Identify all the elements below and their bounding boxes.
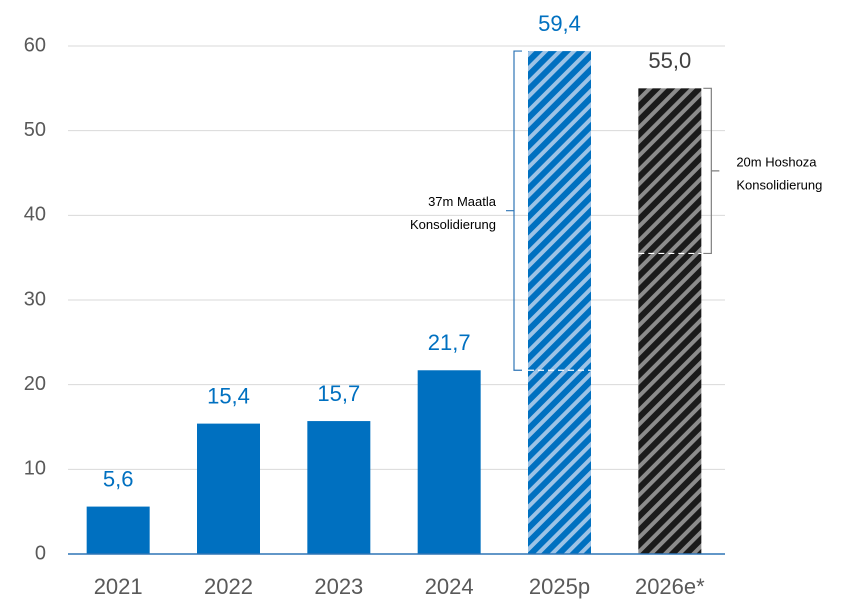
x-tick-label: 2026e* (635, 574, 705, 599)
value-label: 15,4 (207, 383, 250, 408)
bracket (703, 87, 720, 255)
x-tick-label: 2021 (94, 574, 143, 599)
x-tick-label: 2024 (425, 574, 474, 599)
value-label: 5,6 (103, 466, 134, 491)
bar (307, 421, 371, 554)
bar (417, 370, 481, 554)
y-tick-label: 30 (24, 288, 46, 310)
x-tick-label: 2023 (314, 574, 363, 599)
y-tick-label: 40 (24, 204, 46, 226)
value-label: 55,0 (648, 48, 691, 73)
y-tick-label: 60 (24, 34, 46, 56)
bar (528, 51, 591, 555)
y-tick-label: 50 (24, 119, 46, 141)
bar (197, 423, 260, 554)
value-label: 15,7 (317, 381, 360, 406)
x-tick-label: 2022 (204, 574, 253, 599)
y-tick-label: 10 (24, 458, 46, 480)
bracket (506, 50, 522, 371)
annotation-text: 37m Maatla (428, 194, 497, 209)
x-tick-label: 2025p (529, 574, 590, 599)
annotation-text: 20m Hoshoza (736, 154, 817, 169)
bar (86, 506, 150, 554)
bar (638, 88, 702, 554)
value-label: 59,4 (538, 11, 581, 36)
y-tick-label: 20 (24, 373, 46, 395)
annotation-text: Konsolidierung (736, 177, 822, 192)
annotation-text: Konsolidierung (410, 217, 496, 232)
value-label: 21,7 (428, 330, 471, 355)
y-tick-label: 0 (35, 542, 46, 564)
